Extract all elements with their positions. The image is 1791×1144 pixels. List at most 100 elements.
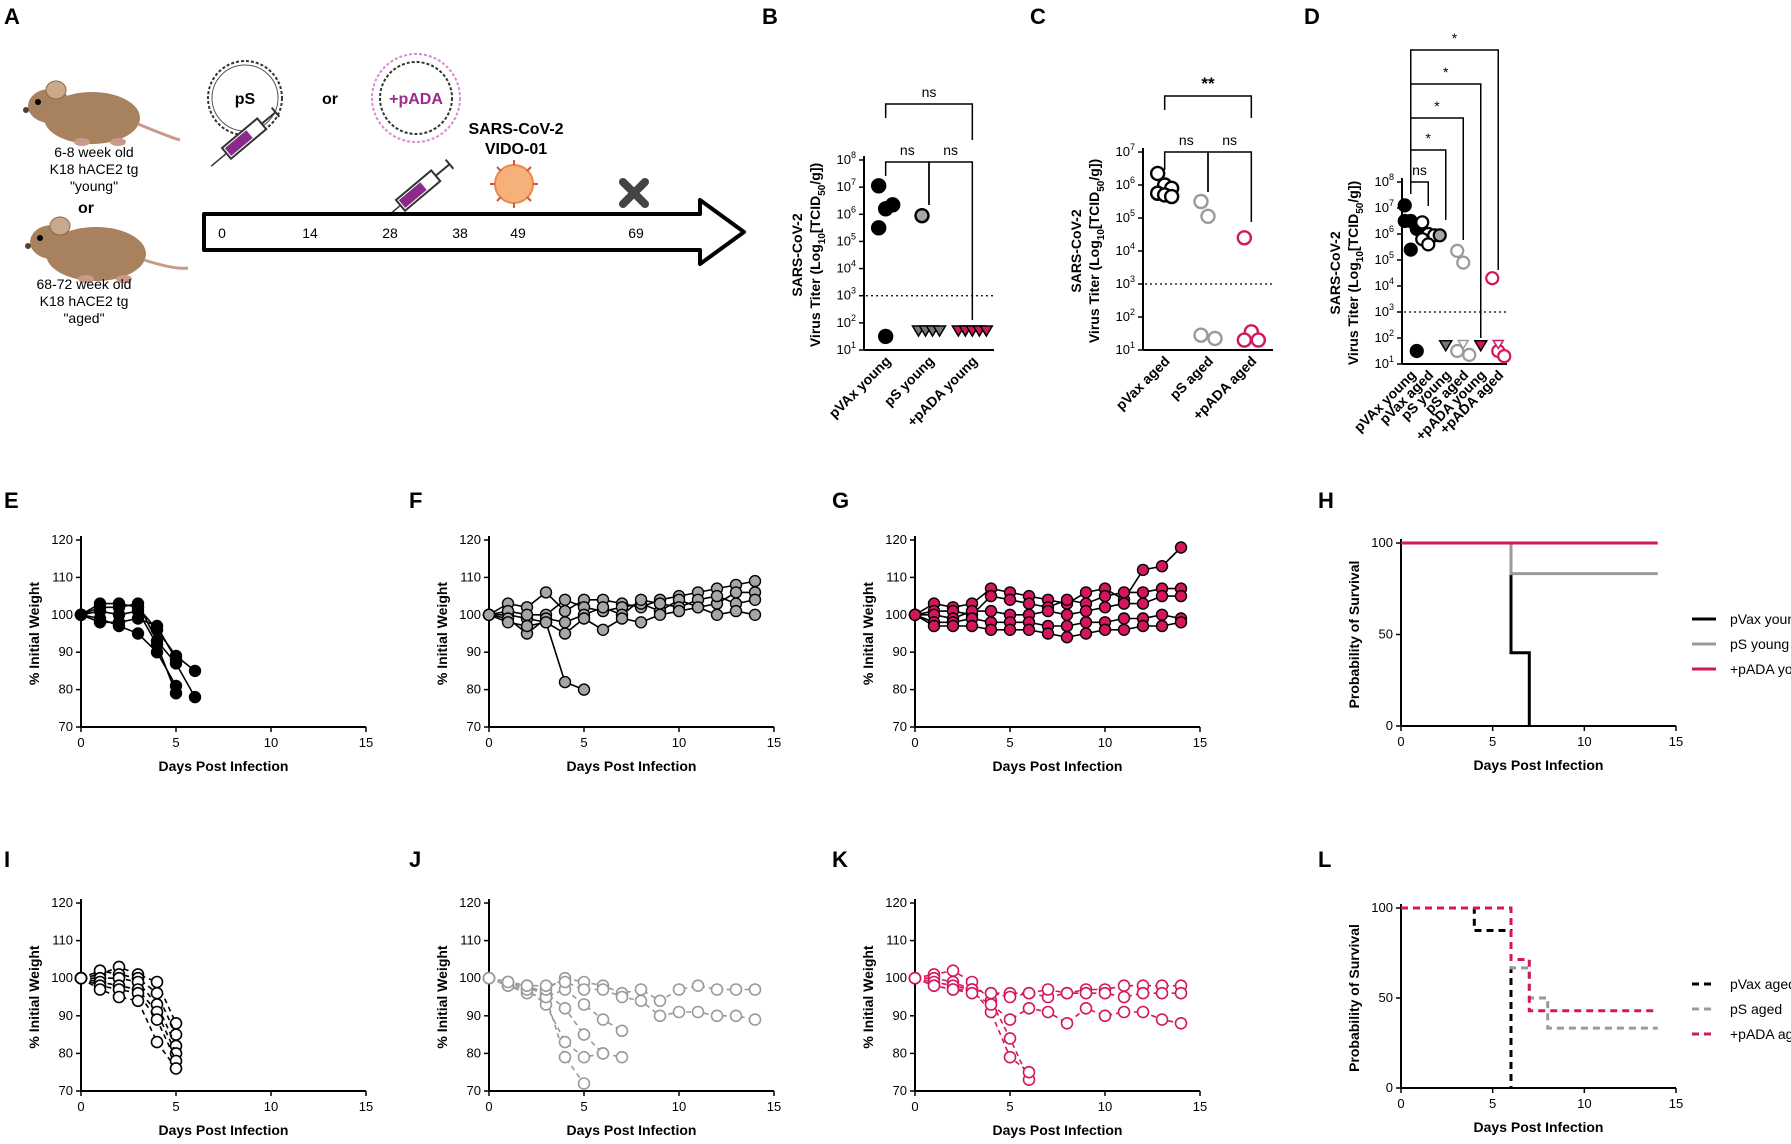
- x-tick-label: 0: [485, 1099, 492, 1114]
- weight-point: [1003, 990, 1017, 1004]
- x-axis-label: Days Post Infection: [1474, 1119, 1604, 1135]
- syringe-icon: [210, 106, 281, 167]
- weight-series-line: [488, 977, 755, 1002]
- x-tick-label: 15: [1193, 735, 1207, 750]
- x-tick-label: 5: [172, 735, 179, 750]
- titer-point: [1432, 228, 1447, 243]
- y-tick-label: 100: [1371, 535, 1393, 550]
- survival-curve: [1401, 906, 1513, 1088]
- y-tick-label: 107: [837, 177, 856, 194]
- weight-point: [1174, 1016, 1188, 1030]
- timeline-day-28: 28: [382, 225, 398, 241]
- weight-point: [1155, 1013, 1169, 1026]
- weight-point: [1136, 563, 1150, 577]
- y-axis-label: % Initial Weight: [860, 945, 876, 1049]
- weight-point: [74, 608, 88, 621]
- panel-c: C 101 102 103 104 105 106 107 SARS-CoV-2 Virus Ti…: [1030, 4, 1273, 423]
- weight-point: [1003, 1013, 1017, 1026]
- x-axis-label: Days Post Infection: [1474, 757, 1604, 773]
- weight-point: [1079, 604, 1093, 618]
- weight-point: [1136, 597, 1150, 610]
- weight-point: [1136, 619, 1150, 633]
- weight-point: [169, 653, 183, 666]
- y-axis-label: % Initial Weight: [26, 945, 42, 1049]
- y-tick-label: 50: [1379, 990, 1393, 1005]
- panel-label-i: I: [4, 847, 10, 872]
- x-tick-label: 5: [172, 1099, 179, 1114]
- titer-point: [1450, 343, 1465, 359]
- virus-icon: [490, 160, 538, 208]
- weight-point: [1060, 631, 1074, 644]
- weight-point: [596, 983, 610, 996]
- weight-point: [672, 604, 686, 618]
- ps-plasmid-label: pS: [235, 91, 256, 108]
- legend-label: pS aged: [1730, 1001, 1782, 1017]
- weight-point: [710, 589, 724, 603]
- weight-point: [927, 619, 941, 633]
- syringe-icon-2: [384, 158, 455, 219]
- weight-point: [691, 979, 705, 993]
- y-axis-label: % Initial Weight: [434, 582, 450, 686]
- significance-bracket: [1207, 151, 1253, 222]
- weight-point: [653, 608, 667, 621]
- x-tick-label: 0: [911, 1099, 918, 1114]
- weight-series-line: [914, 977, 1181, 998]
- x-tick-label: 5: [1006, 1099, 1013, 1114]
- weight-point: [634, 994, 648, 1008]
- weight-point: [1003, 1032, 1017, 1045]
- weight-point: [984, 589, 998, 603]
- y-tick-label: 110: [52, 933, 73, 948]
- weight-point: [558, 975, 572, 989]
- y-tick-label: 110: [886, 569, 907, 584]
- x-tick-label: 15: [359, 1099, 373, 1114]
- x-axis-label: Days Post Infection: [159, 758, 289, 774]
- weight-point: [93, 616, 107, 629]
- weight-point: [596, 623, 610, 636]
- weight-point: [1155, 619, 1169, 633]
- x-tick-label: 5: [580, 1099, 587, 1114]
- significance-label: *: [1452, 30, 1458, 46]
- weight-point: [1155, 560, 1169, 573]
- aged-mouse-label-2: K18 hACE2 tg: [40, 293, 129, 309]
- panel-label-j: J: [409, 847, 421, 872]
- panel-k: K 70 80 90 100 110 120 0 5 10 15 Days Post Infectio…: [832, 847, 1207, 1138]
- y-tick-label: 104: [1116, 241, 1135, 258]
- weight-point: [596, 601, 610, 614]
- panel-h: H 0 50 100 0 5 10 15 Days Post Infection Probabil…: [1318, 488, 1791, 773]
- panel-j: J 70 80 90 100 110 120 0 5 10 15 Days Post Infectio…: [409, 847, 781, 1138]
- titer-point: [1200, 208, 1216, 225]
- titer-point: [1236, 332, 1253, 348]
- y-axis-label-line2: Virus Titer (Log10[TCID50/g]): [1345, 181, 1366, 365]
- significance-bracket: [1410, 181, 1429, 206]
- weight-point: [1041, 983, 1055, 996]
- weight-point: [729, 983, 743, 996]
- x-tick-label: 5: [1489, 734, 1496, 749]
- weight-point: [188, 664, 202, 678]
- weight-point: [748, 593, 762, 606]
- ps-plasmid-icon: [207, 60, 283, 136]
- weight-point: [577, 683, 591, 696]
- weight-point: [1060, 619, 1074, 633]
- x-tick-label: 10: [1577, 1096, 1591, 1111]
- weight-point: [539, 979, 553, 993]
- weight-point: [131, 627, 145, 640]
- weight-point: [558, 593, 572, 606]
- y-tick-label: 70: [467, 719, 481, 734]
- y-tick-label: 120: [885, 532, 907, 547]
- x-axis-label: Days Post Infection: [993, 1122, 1123, 1138]
- y-tick-label: 105: [837, 231, 856, 248]
- weight-point: [558, 1050, 572, 1064]
- weight-point: [558, 1035, 572, 1049]
- y-tick-label: 50: [1379, 627, 1393, 642]
- y-tick-label: 104: [837, 259, 856, 276]
- significance-label: ns: [1412, 162, 1427, 178]
- y-tick-label: 70: [59, 1083, 73, 1098]
- weight-point: [672, 1005, 686, 1019]
- y-tick-label: 104: [1375, 276, 1394, 293]
- y-tick-label: 80: [59, 682, 73, 697]
- panel-a-schematic: A 6-8 week old K18 hACE2 tg "young" or: [4, 4, 746, 326]
- weight-point: [93, 983, 107, 996]
- weight-point: [1174, 986, 1188, 1000]
